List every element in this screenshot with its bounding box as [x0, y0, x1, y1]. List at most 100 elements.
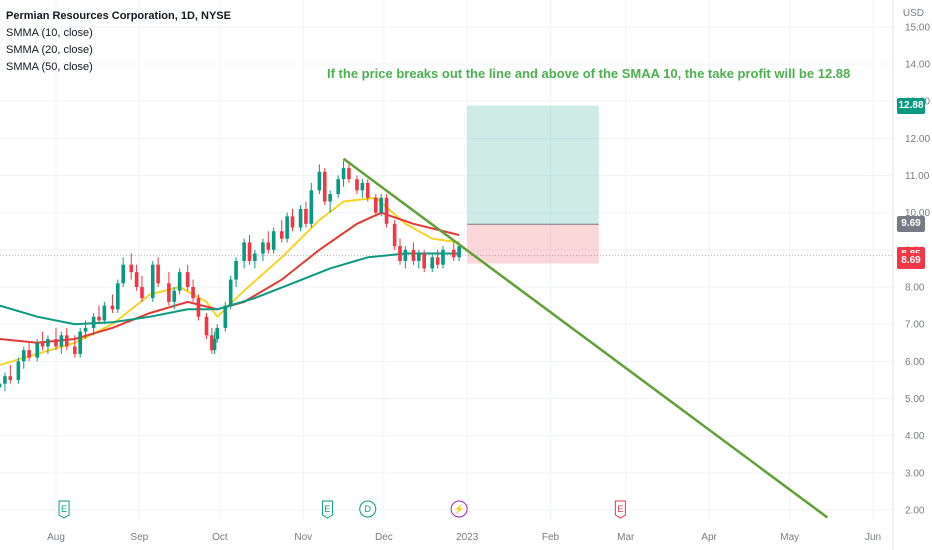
candle-body [360, 182, 365, 191]
indicator-smma-50[interactable]: SMMA (50, close) [6, 61, 93, 73]
candle-body [110, 305, 115, 310]
candle-body [253, 253, 257, 261]
candle-body [0, 383, 2, 388]
candle-body [210, 335, 214, 351]
profit-zone [467, 105, 599, 225]
candle [185, 264, 190, 291]
candle-body [27, 350, 31, 358]
candle-body [341, 168, 346, 180]
x-tick-label: Dec [375, 532, 393, 543]
candle-body [417, 253, 421, 261]
y-axis-labels: 2.003.004.005.006.007.008.009.0010.0011.… [905, 22, 930, 516]
candle [64, 327, 69, 351]
candle-body [129, 264, 134, 273]
candle [234, 257, 238, 287]
candle-body [46, 339, 50, 347]
candle [40, 331, 45, 351]
candle [242, 238, 246, 269]
breakout-trendline [342, 157, 829, 519]
candle-body [59, 335, 64, 347]
candle [392, 220, 397, 250]
candle-body [422, 253, 426, 269]
candle [212, 331, 217, 354]
event-marker[interactable]: E [58, 500, 70, 519]
candle [411, 242, 416, 265]
candle [328, 190, 332, 213]
candle [83, 320, 88, 340]
candle [422, 249, 426, 273]
y-tick-label: 11.00 [905, 171, 930, 182]
candle-body [242, 242, 246, 261]
candle-body [35, 342, 39, 358]
x-tick-label: Nov [294, 532, 312, 543]
event-marker[interactable]: ⚡ [450, 500, 468, 518]
price-tag: 8.69 [897, 253, 925, 270]
candle [336, 175, 340, 198]
earnings-icon [614, 500, 626, 519]
event-label: E [61, 504, 67, 514]
y-tick-label: 7.00 [905, 320, 925, 331]
candle-body [64, 335, 69, 347]
candle [317, 164, 322, 195]
candle-body [91, 316, 96, 328]
candle-body [102, 305, 107, 321]
event-marker[interactable]: E [321, 500, 333, 519]
y-tick-label: 6.00 [905, 357, 925, 368]
y-tick-label: 4.00 [905, 431, 925, 442]
candle [172, 287, 177, 310]
x-tick-label: Oct [212, 532, 228, 543]
x-tick-label: Aug [47, 532, 65, 543]
split-icon [450, 500, 468, 518]
candle [129, 253, 134, 280]
candle [110, 294, 115, 314]
candle [347, 164, 351, 183]
candle [121, 257, 125, 287]
candle-body [384, 197, 389, 224]
candle-body [121, 264, 125, 284]
candle-body [167, 283, 171, 302]
candle-body [191, 287, 195, 299]
x-tick-label: 2023 [456, 532, 479, 543]
candle-body [403, 249, 408, 261]
candle [102, 301, 107, 325]
candle [156, 257, 160, 287]
candle [150, 260, 155, 302]
event-marker[interactable]: D [359, 500, 377, 518]
candle [59, 331, 64, 354]
candle [285, 212, 289, 243]
candle [3, 372, 7, 392]
candle-body [398, 246, 402, 261]
indicator-smma-20[interactable]: SMMA (20, close) [6, 44, 93, 56]
candle-body [279, 231, 284, 239]
candle-body [40, 342, 45, 347]
candle [167, 272, 171, 306]
y-tick-label: 5.00 [905, 394, 925, 405]
candle [398, 238, 402, 265]
candle [341, 160, 346, 187]
candle [266, 231, 271, 254]
candle-body [234, 260, 238, 280]
candle-body [21, 350, 26, 362]
candle-body [54, 339, 58, 347]
event-label: E [617, 504, 623, 514]
candle [403, 246, 408, 269]
candle-body [247, 242, 252, 261]
candle-body [317, 171, 322, 191]
y-tick-label: 3.00 [905, 468, 925, 479]
candle-body [336, 179, 340, 195]
candle [279, 220, 284, 243]
candle-body [285, 216, 289, 239]
candle-body [441, 249, 445, 265]
candle [365, 179, 370, 202]
candle [379, 194, 383, 217]
candle [290, 208, 295, 232]
event-marker[interactable]: E [614, 500, 626, 519]
x-tick-label: Mar [617, 532, 635, 543]
candle [46, 335, 50, 354]
indicator-smma-10[interactable]: SMMA (10, close) [6, 27, 93, 39]
candle-body [435, 257, 440, 265]
candle [177, 268, 182, 295]
x-tick-label: May [780, 532, 799, 543]
candle-body [3, 376, 7, 384]
